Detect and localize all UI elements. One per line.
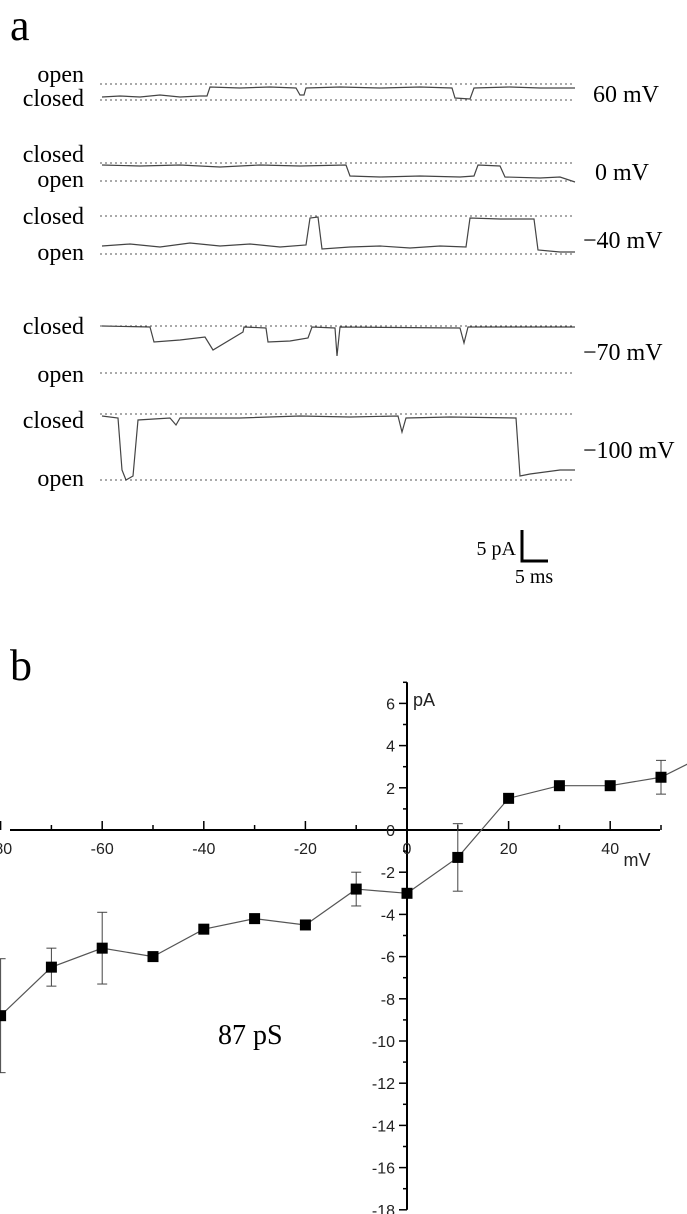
trace-upper-label: closed xyxy=(23,314,84,340)
x-tick-label: -40 xyxy=(192,841,215,858)
scale-bar-current-label: 5 pA xyxy=(477,538,517,560)
y-tick-label: 2 xyxy=(386,781,395,798)
trace-lower-label: open xyxy=(37,466,84,492)
data-point xyxy=(503,792,515,804)
data-point xyxy=(0,1010,7,1022)
current-trace xyxy=(101,164,576,183)
y-tick-label: -16 xyxy=(372,1161,395,1178)
data-point xyxy=(198,923,210,935)
trace-voltage-label: 60 mV xyxy=(593,82,660,108)
trace-0mv: closed open 0 mV xyxy=(23,142,650,193)
y-tick-label: 4 xyxy=(386,739,395,756)
series-line xyxy=(0,763,687,1017)
trace-upper-label: open xyxy=(37,62,84,88)
trace-voltage-label: −40 mV xyxy=(583,228,663,254)
current-trace xyxy=(101,415,575,481)
trace-minus100mv: closed open −100 mV xyxy=(23,408,676,492)
scale-bar-time-label: 5 ms xyxy=(515,566,554,588)
x-tick-label: 20 xyxy=(500,841,518,858)
data-point xyxy=(96,942,108,954)
y-tick-label: -14 xyxy=(372,1118,395,1135)
trace-upper-label: closed xyxy=(23,204,84,230)
trace-upper-label: closed xyxy=(23,142,84,168)
trace-lower-label: closed xyxy=(23,86,84,112)
x-axis-label: mV xyxy=(624,850,651,870)
data-point xyxy=(299,919,311,931)
data-point xyxy=(604,780,616,792)
x-tick-label: 40 xyxy=(601,841,619,858)
y-tick-label: -18 xyxy=(372,1203,395,1214)
trace-lower-label: open xyxy=(37,362,84,388)
trace-lower-label: open xyxy=(37,167,84,193)
data-point xyxy=(452,851,464,863)
x-tick-label: -60 xyxy=(91,841,114,858)
y-tick-label: 6 xyxy=(386,696,395,713)
x-tick-label: -80 xyxy=(0,841,12,858)
current-trace xyxy=(101,216,575,253)
panel-a-label: a xyxy=(10,1,30,50)
panel-b-label: b xyxy=(10,641,32,690)
trace-voltage-label: −100 mV xyxy=(583,438,675,464)
iv-chart: -100-80-60-40-200204060-18-16-14-12-10-8… xyxy=(0,681,687,1214)
trace-voltage-label: 0 mV xyxy=(595,160,650,186)
trace-upper-label: closed xyxy=(23,408,84,434)
y-tick-label: -8 xyxy=(381,992,395,1009)
trace-60mv: open closed 60 mV xyxy=(23,62,660,112)
y-tick-label: -2 xyxy=(381,865,395,882)
trace-minus70mv: closed open −70 mV xyxy=(23,314,664,388)
data-point xyxy=(350,883,362,895)
trace-minus40mv: closed open −40 mV xyxy=(23,204,664,266)
current-trace xyxy=(101,325,575,357)
data-point xyxy=(249,913,261,925)
y-tick-label: -6 xyxy=(381,950,395,967)
data-point xyxy=(401,887,413,899)
scale-bar: 5 pA 5 ms xyxy=(477,530,554,588)
trace-voltage-label: −70 mV xyxy=(583,340,663,366)
data-point xyxy=(655,771,667,783)
data-point xyxy=(553,780,565,792)
x-tick-label: 0 xyxy=(403,841,412,858)
data-point xyxy=(147,951,159,963)
x-tick-label: -20 xyxy=(294,841,317,858)
trace-lower-label: open xyxy=(37,240,84,266)
y-tick-label: 0 xyxy=(386,823,395,840)
conductance-annotation: 87 pS xyxy=(218,1020,283,1051)
y-tick-label: -10 xyxy=(372,1034,395,1051)
y-axis-label: pA xyxy=(413,690,435,710)
current-trace xyxy=(101,86,575,100)
y-tick-label: -4 xyxy=(381,907,395,924)
data-point xyxy=(45,961,57,973)
y-tick-label: -12 xyxy=(372,1076,395,1093)
